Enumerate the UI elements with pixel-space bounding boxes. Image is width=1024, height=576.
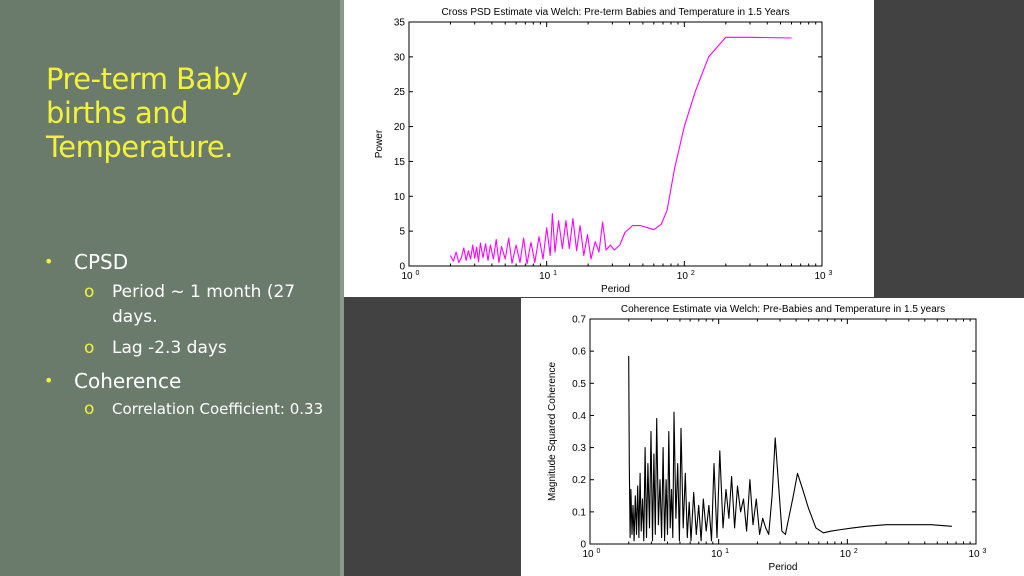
- x-tick-exponent: 2: [854, 548, 858, 555]
- x-axis-label: Period: [769, 562, 798, 573]
- series-line: [449, 36, 792, 265]
- plot-frame: [408, 21, 823, 267]
- x-tick-label: 10: [401, 271, 413, 282]
- y-tick-label: 0: [399, 262, 405, 273]
- x-tick-label: 10: [582, 549, 594, 560]
- sub-bullet-ring-icon: o: [84, 282, 95, 302]
- y-tick-label: 20: [394, 122, 406, 133]
- chart-title: Coherence Estimate via Welch: Pre-Babies…: [621, 304, 945, 315]
- coherence-chart-svg: Coherence Estimate via Welch: Pre-Babies…: [547, 304, 987, 573]
- x-tick-exponent: 1: [553, 270, 557, 277]
- y-axis-label: Power: [374, 129, 385, 158]
- y-tick-label: 0: [580, 540, 586, 551]
- sub-bullet-ring-icon: o: [84, 399, 95, 419]
- panel-divider: [340, 0, 344, 576]
- bullet-label: Coherence: [74, 369, 182, 393]
- x-tick-exponent: 1: [725, 548, 729, 555]
- bullet-coherence: • Coherence: [44, 367, 334, 395]
- sub-bullet-correlation: o Correlation Coefficient: 0.33: [44, 399, 334, 420]
- sub-bullet-text: Lag -2.3 days: [112, 338, 227, 358]
- x-tick-label: 10: [677, 271, 689, 282]
- cpsd-chart: Cross PSD Estimate via Welch: Pre-term B…: [344, 0, 874, 297]
- series-line: [628, 355, 952, 542]
- y-tick-label: 0.5: [572, 379, 586, 390]
- bullet-label: CPSD: [74, 250, 129, 274]
- y-tick-label: 0.7: [572, 315, 586, 326]
- x-tick-label: 10: [711, 549, 723, 560]
- y-tick-label: 0.4: [572, 411, 586, 422]
- sub-bullet-period: o Period ~ 1 month (27 days.: [44, 280, 334, 330]
- y-tick-label: 35: [394, 18, 406, 29]
- coherence-chart: Coherence Estimate via Welch: Pre-Babies…: [521, 298, 1024, 576]
- x-axis-label: Period: [601, 284, 630, 295]
- x-tick-label: 10: [840, 549, 852, 560]
- y-tick-label: 25: [394, 87, 406, 98]
- y-tick-label: 5: [399, 227, 405, 238]
- plot-frame: [589, 318, 977, 545]
- x-tick-label: 10: [814, 271, 826, 282]
- x-tick-exponent: 3: [983, 548, 987, 555]
- y-tick-label: 10: [394, 192, 406, 203]
- y-tick-label: 0.1: [572, 507, 586, 518]
- slide-title: Pre-term Baby births and Temperature.: [46, 62, 248, 164]
- left-panel: Pre-term Baby births and Temperature. • …: [0, 0, 340, 576]
- x-tick-label: 10: [968, 549, 980, 560]
- y-tick-label: 30: [394, 52, 406, 63]
- chart-title: Cross PSD Estimate via Welch: Pre-term B…: [441, 7, 789, 18]
- sub-bullet-text: Correlation Coefficient: 0.33: [112, 400, 324, 418]
- sub-bullet-lag: o Lag -2.3 days: [44, 336, 334, 361]
- y-axis-label: Magnitude Squared Coherence: [547, 362, 558, 501]
- x-tick-exponent: 0: [416, 270, 420, 277]
- x-tick-exponent: 2: [691, 270, 695, 277]
- bullet-dot-icon: •: [44, 252, 54, 271]
- sub-bullet-text: Period ~ 1 month (27 days.: [112, 282, 296, 327]
- x-tick-exponent: 0: [597, 548, 601, 555]
- y-tick-label: 15: [394, 157, 406, 168]
- bullet-dot-icon: •: [44, 371, 54, 390]
- x-tick-label: 10: [539, 271, 551, 282]
- bullet-cpsd: • CPSD: [44, 248, 334, 276]
- bullet-list: • CPSD o Period ~ 1 month (27 days. o La…: [44, 248, 334, 426]
- y-tick-label: 0.2: [572, 475, 586, 486]
- sub-bullet-ring-icon: o: [84, 338, 95, 358]
- cpsd-chart-svg: Cross PSD Estimate via Welch: Pre-term B…: [374, 7, 833, 295]
- x-tick-exponent: 3: [829, 270, 833, 277]
- y-tick-label: 0.3: [572, 443, 586, 454]
- y-tick-label: 0.6: [572, 347, 586, 358]
